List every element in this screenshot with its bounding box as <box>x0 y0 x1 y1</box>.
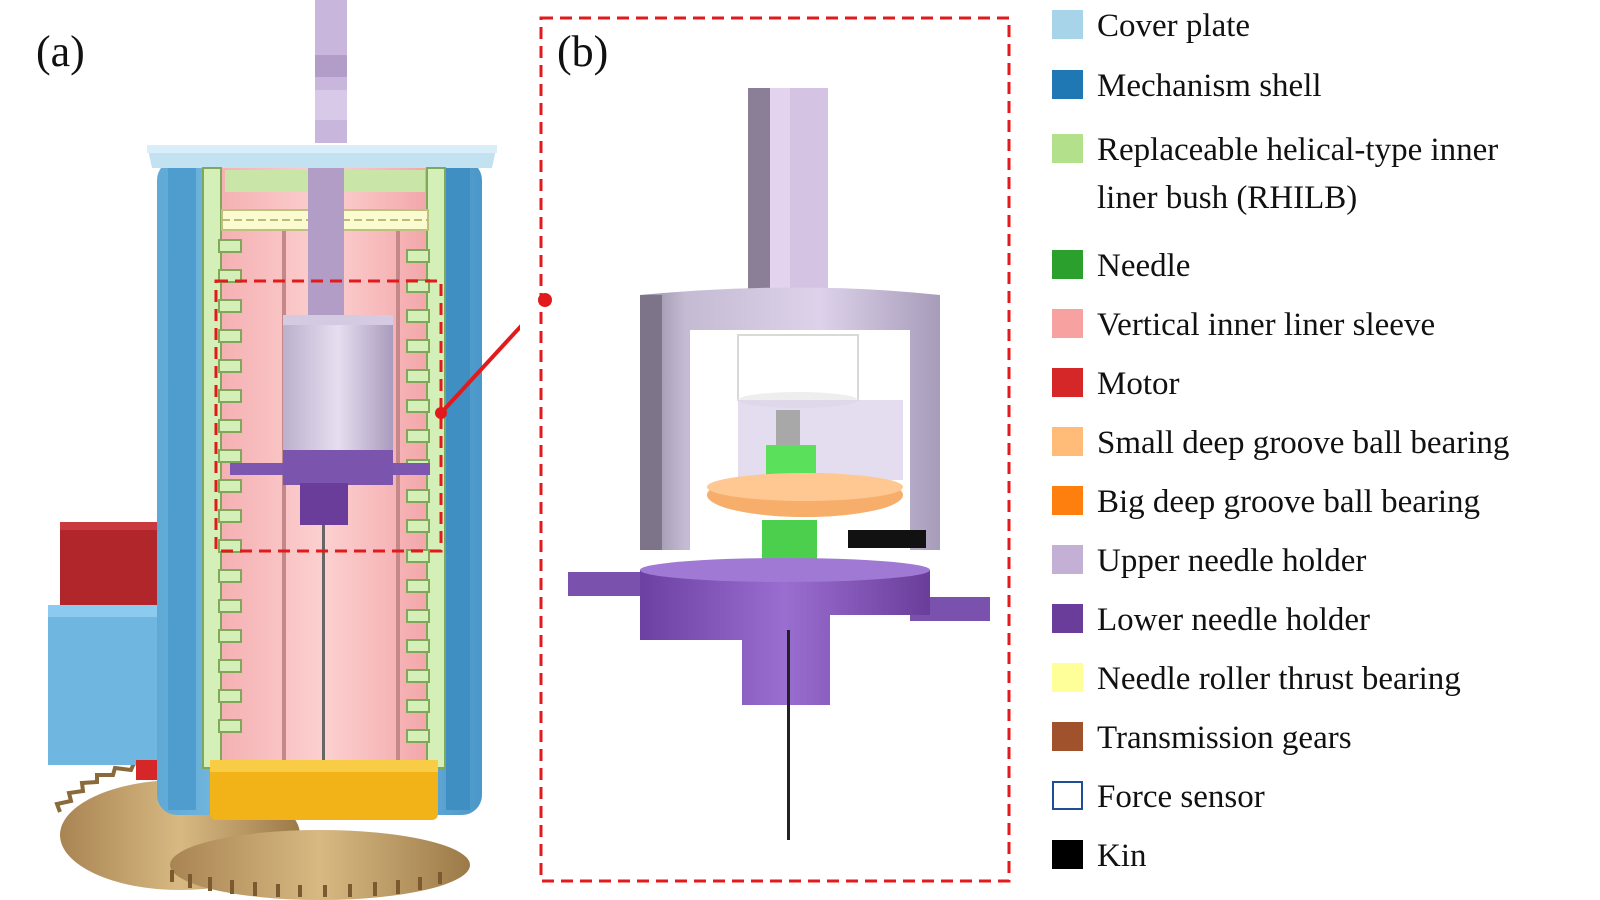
force-sensor-swatch <box>1052 781 1083 810</box>
legend-item-lower-holder: Lower needle holder <box>1052 596 1370 644</box>
inner-shaft <box>308 168 344 318</box>
legend-label: Lower needle holder <box>1097 602 1371 638</box>
vertical-sleeve-swatch <box>1052 309 1083 338</box>
panel-b-label: (b) <box>557 27 609 76</box>
legend-label: Kin <box>1097 838 1147 874</box>
legend-item-rhilb: Replaceable helical-type inner liner bus… <box>1052 126 1498 222</box>
legend-label: Replaceable helical-type inner <box>1097 132 1499 168</box>
needle-tip <box>787 630 790 840</box>
needle-swatch <box>1052 250 1083 279</box>
legend-item-gears: Transmission gears <box>1052 714 1352 762</box>
thrust-bearing-swatch <box>1052 663 1083 692</box>
legend-label: Needle roller thrust bearing <box>1097 661 1461 697</box>
legend-label: Cover plate <box>1097 8 1251 44</box>
cover-plate-swatch <box>1052 10 1083 39</box>
kin-swatch <box>1052 840 1083 869</box>
panel-b-drawing <box>538 16 1011 883</box>
rhilb-swatch <box>1052 134 1083 163</box>
legend-item-thrust-bearing: Needle roller thrust bearing <box>1052 655 1461 703</box>
motor-cylinder <box>283 315 393 455</box>
legend-label: Big deep groove ball bearing <box>1097 484 1481 520</box>
callout-anchor <box>538 293 552 307</box>
legend-item-kin: Kin <box>1052 832 1147 880</box>
gears-swatch <box>1052 722 1083 751</box>
lower-needle-holder-b <box>568 558 990 705</box>
legend-label: Force sensor <box>1097 779 1265 815</box>
callout-box-b <box>539 16 1011 883</box>
top-shaft <box>315 0 347 143</box>
legend-label: Needle <box>1097 248 1191 284</box>
legend-item-cover-plate: Cover plate <box>1052 2 1250 50</box>
panel-a-label: (a) <box>36 27 85 76</box>
force-sensor <box>737 334 859 408</box>
housing-interior <box>738 400 903 480</box>
legend: Cover plate Mechanism shell Replaceable … <box>1052 0 1600 900</box>
upper-shaft <box>748 88 828 303</box>
motor-swatch <box>1052 368 1083 397</box>
callout-connector <box>435 324 520 419</box>
lower-needle-holder <box>230 450 430 525</box>
small-bearing <box>707 473 903 517</box>
legend-item-motor: Motor <box>1052 360 1180 408</box>
mechanism-shell-swatch <box>1052 70 1083 99</box>
legend-label: Transmission gears <box>1097 720 1352 756</box>
big-bearing-swatch <box>1052 486 1083 515</box>
kin-part <box>848 530 926 548</box>
legend-label-line2: liner bush (RHILB) <box>1097 180 1358 216</box>
legend-item-small-bearing: Small deep groove ball bearing <box>1052 419 1509 467</box>
legend-item-vertical-sleeve: Vertical inner liner sleeve <box>1052 301 1435 349</box>
legend-label: Upper needle holder <box>1097 543 1367 579</box>
legend-item-needle: Needle <box>1052 242 1190 290</box>
big-bearing <box>210 760 438 820</box>
legend-item-upper-holder: Upper needle holder <box>1052 537 1366 585</box>
legend-item-force-sensor: Force sensor <box>1052 773 1265 821</box>
small-bearing-swatch <box>1052 427 1083 456</box>
upper-holder-swatch <box>1052 545 1083 574</box>
callout-box-a <box>214 279 443 553</box>
legend-label: Vertical inner liner sleeve <box>1097 307 1436 343</box>
cover-plate <box>147 145 497 168</box>
legend-label: Motor <box>1097 366 1180 402</box>
lower-holder-swatch <box>1052 604 1083 633</box>
legend-label: Mechanism shell <box>1097 68 1322 104</box>
legend-item-mechanism-shell: Mechanism shell <box>1052 62 1322 110</box>
upper-needle-holder <box>640 287 940 550</box>
legend-label: Small deep groove ball bearing <box>1097 425 1510 461</box>
legend-item-big-bearing: Big deep groove ball bearing <box>1052 478 1480 526</box>
needle-line <box>322 525 325 760</box>
panel-a-drawing <box>48 0 520 900</box>
